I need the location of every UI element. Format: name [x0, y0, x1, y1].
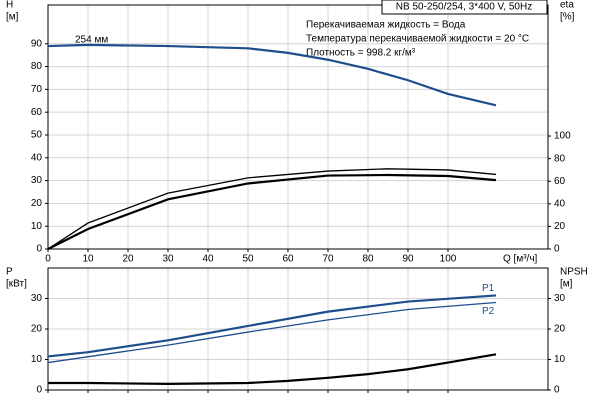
x-tick-label: 60: [282, 254, 294, 265]
y2-tick-label: 40: [554, 198, 566, 209]
series-label: P2: [482, 306, 495, 317]
x-tick-label: 80: [362, 254, 374, 265]
plot-frame: [47, 4, 549, 250]
y-tick-label: 70: [31, 84, 43, 95]
plot-frame: [47, 267, 549, 391]
y-tick-label: 50: [31, 130, 43, 141]
y2-tick-label: 30: [554, 293, 566, 304]
curve-label: 254 мм: [75, 35, 108, 46]
x-tick-label: 10: [82, 254, 94, 265]
x-tick-label: 40: [202, 254, 214, 265]
curve: [48, 353, 497, 386]
y-tick-label: 30: [31, 293, 43, 304]
y-tick-label: 10: [31, 221, 43, 232]
y-tick-label: 40: [31, 152, 43, 163]
x-tick-label: 100: [440, 254, 457, 265]
y2-tick-label: 80: [554, 153, 566, 164]
y-axis-label: H: [6, 0, 13, 11]
y2-tick-label: 0: [554, 385, 560, 396]
y-tick-label: 30: [31, 175, 43, 186]
y-axis-label: [м]: [6, 12, 19, 23]
curve: [47, 43, 497, 107]
y2-tick-label: 60: [554, 176, 566, 187]
curve: [47, 168, 497, 250]
y-tick-label: 80: [31, 61, 43, 72]
y-axis-label: P: [6, 267, 13, 278]
y2-tick-label: 100: [554, 131, 571, 142]
x-tick-label: 20: [122, 254, 134, 265]
y2-axis-label: [м]: [560, 279, 573, 290]
y-tick-label: 0: [36, 385, 42, 396]
y-tick-label: 20: [31, 324, 43, 335]
x-axis-label: Q [м³/ч]: [503, 254, 538, 265]
annotation: Температура перекачиваемой жидкости = 20…: [306, 34, 529, 45]
annotation: Плотность = 998.2 кг/м³: [306, 48, 416, 59]
y-tick-label: 20: [31, 198, 43, 209]
x-tick-label: 0: [45, 254, 51, 265]
y2-tick-label: 20: [554, 324, 566, 335]
y-tick-label: 60: [31, 107, 43, 118]
x-tick-label: 50: [242, 254, 254, 265]
y-tick-label: 10: [31, 354, 43, 365]
y-tick-label: 0: [36, 244, 42, 255]
curve: [47, 294, 497, 358]
x-tick-label: 30: [162, 254, 174, 265]
curve: [47, 173, 497, 250]
y-axis-label: [кВт]: [6, 279, 27, 290]
y2-tick-label: 0: [554, 244, 560, 255]
x-tick-label: 70: [322, 254, 334, 265]
y2-axis-label: eta: [560, 0, 574, 11]
y-tick-label: 90: [31, 38, 43, 49]
x-tick-label: 90: [402, 254, 414, 265]
title-box: [381, 0, 548, 15]
curve: [47, 301, 497, 364]
y2-axis-label: NPSH: [560, 267, 588, 278]
y2-tick-label: 20: [554, 221, 566, 232]
y2-axis-label: [%]: [560, 12, 575, 23]
annotation: Перекачиваемая жидкость = Вода: [306, 20, 466, 31]
y2-tick-label: 10: [554, 354, 566, 365]
series-label: P1: [482, 283, 495, 294]
chart-title: NB 50-250/254, 3*400 V, 50Hz: [396, 2, 532, 13]
